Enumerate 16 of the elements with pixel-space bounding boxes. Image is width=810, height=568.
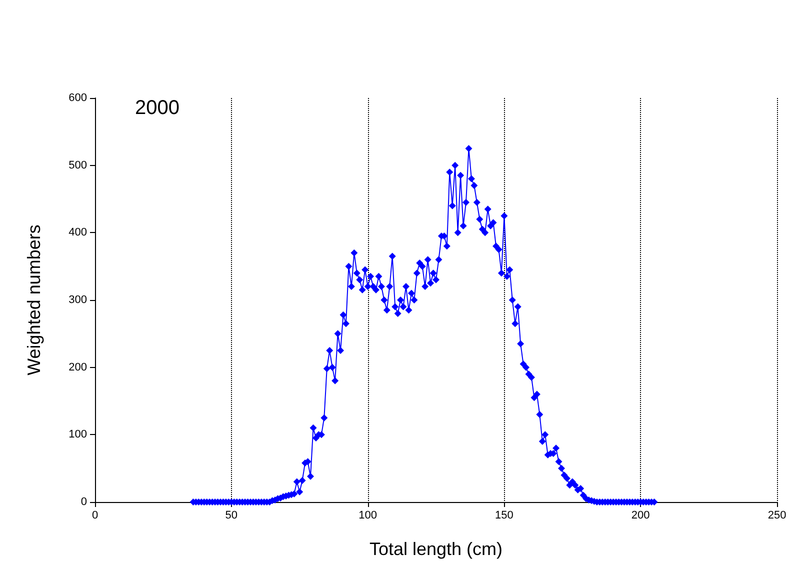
y-tick-label: 500 — [68, 159, 87, 172]
x-tick-label: 100 — [358, 510, 377, 522]
x-tick-label: 150 — [495, 510, 514, 522]
y-tick-label: 0 — [80, 496, 87, 508]
x-axis-title: Total length (cm) — [369, 539, 503, 559]
y-tick-label: 300 — [68, 294, 87, 306]
x-tick-label: 250 — [768, 510, 786, 522]
y-tick-label: 100 — [68, 428, 87, 441]
x-tick-label: 0 — [92, 510, 98, 522]
x-tick-label: 200 — [631, 510, 650, 522]
x-tick-label: 50 — [225, 510, 238, 522]
y-axis-title: Weighted numbers — [24, 224, 44, 376]
y-tick-label: 200 — [68, 361, 87, 374]
annotation: 2000 — [135, 97, 180, 119]
y-tick-label: 600 — [68, 92, 87, 104]
y-tick-label: 400 — [68, 226, 87, 239]
